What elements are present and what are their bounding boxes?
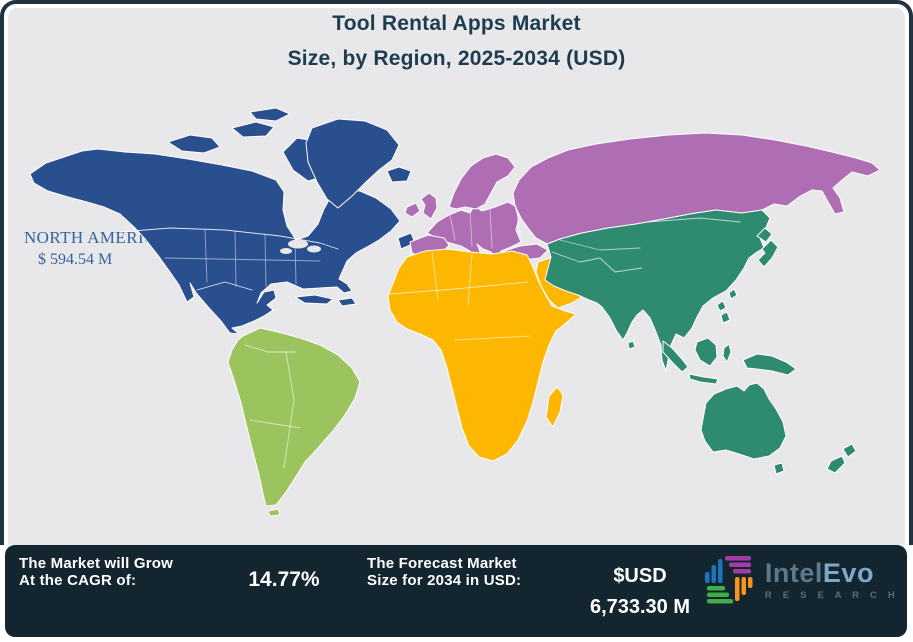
chart-title: Tool Rental Apps Market Size, by Region,…: [0, 12, 913, 71]
cagr-label-line2: At the CAGR of:: [19, 572, 137, 589]
footer-bar: The Market will Grow At the CAGR of: 14.…: [5, 545, 907, 637]
intelevo-logo-icon: [704, 556, 753, 604]
cagr-value: 14.77%: [248, 568, 320, 591]
map-card-inner: [4, 4, 909, 545]
forecast-value-line2: 6,733.30 M: [589, 596, 691, 618]
forecast-value: $USD 6,733.30 M: [557, 564, 723, 619]
callout-region: NORTH AMERICA: [24, 228, 169, 247]
forecast-value-line1: $USD: [613, 565, 667, 587]
forecast-label: The Forecast Market Size for 2034 in USD…: [367, 555, 521, 589]
logo-name-part1: Intel: [764, 557, 823, 588]
map-card-frame: [0, 0, 913, 545]
logo-name-part2: Evo: [822, 557, 874, 588]
logo-name: IntelEvo: [764, 557, 899, 588]
cagr-label: The Market will Grow At the CAGR of:: [19, 555, 173, 589]
intelevo-logo: IntelEvo R E S E A R C H: [702, 551, 899, 609]
forecast-label-line2: Size for 2034 in USD:: [367, 572, 522, 589]
logo-subtitle: R E S E A R C H: [764, 589, 899, 601]
map-background: [8, 8, 905, 545]
north-america-callout: NORTH AMERICA $ 594.54 M: [24, 228, 168, 269]
callout-value: $ 594.54 M: [38, 251, 113, 268]
forecast-label-line1: The Forecast Market: [367, 555, 517, 572]
logo-text: IntelEvo R E S E A R C H: [764, 557, 899, 601]
title-line1: Tool Rental Apps Market: [332, 12, 581, 35]
title-line2: Size, by Region, 2025-2034 (USD): [287, 47, 626, 70]
cagr-label-line1: The Market will Grow: [19, 555, 174, 572]
